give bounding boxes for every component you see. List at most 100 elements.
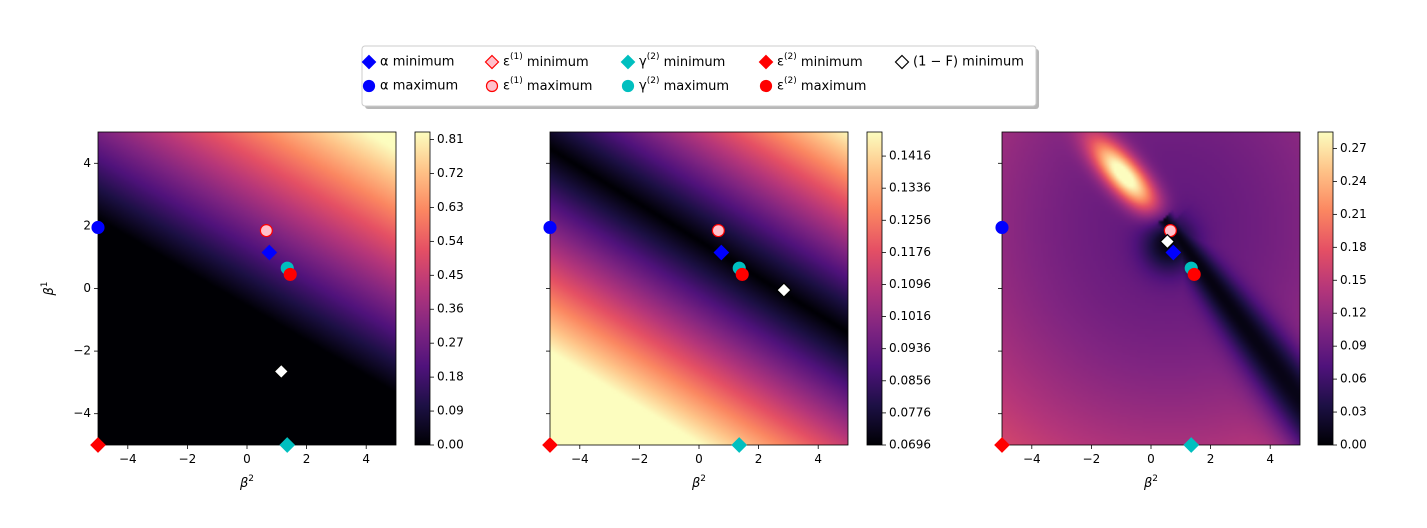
x-tick-label: −2	[179, 452, 197, 466]
legend-marker-eps1_min	[484, 54, 500, 70]
legend-label-eps2_min: ε(2) minimum	[777, 52, 863, 70]
x-tick-label: −4	[119, 452, 137, 466]
colorbar-tick-label: 0.0856	[889, 373, 931, 387]
colorbar-tick-label: 0.18	[437, 370, 464, 384]
colorbar-gradient	[414, 131, 431, 446]
point-eps2_max	[1187, 267, 1201, 281]
colorbar-tick-label: 0.27	[437, 336, 464, 350]
legend-entry-alpha_min: α minimum	[361, 55, 454, 70]
legend-entry-eps1_min: ε(1) minimum	[484, 52, 589, 70]
legend-marker-alpha_max	[362, 79, 376, 93]
colorbar-tick-label: 0.63	[437, 200, 464, 214]
point-eps2_min	[994, 437, 1010, 453]
x-tick-label: −4	[1023, 452, 1041, 466]
legend-entry-oneminusF_min: (1 − F) minimum	[894, 54, 1024, 70]
x-tick-label: −4	[571, 452, 589, 466]
colorbar-tick-label: 0.1336	[889, 181, 931, 195]
heatmap-image	[98, 132, 396, 445]
colorbar-tick-label: 0.1176	[889, 245, 931, 259]
colorbar-tick-label: 0.54	[437, 234, 464, 248]
colorbar-2: 0.0696 0.0776 0.0856 0.0936 0.1016 0.1096 0.11…	[866, 131, 931, 452]
legend-label-eps1_min: ε(1) minimum	[503, 52, 589, 70]
colorbar-1: 0.00 0.09 0.18 0.27 0.36 0.45 0.54 0.63 0.72 0.81	[414, 131, 464, 452]
colorbar-gradient	[1317, 131, 1334, 446]
legend-marker-gamma2_max	[621, 79, 635, 93]
colorbar-tick-label: 0.15	[1340, 273, 1367, 287]
point-gamma2_min	[731, 437, 748, 453]
x-tick-label: 4	[814, 452, 822, 466]
colorbar-tick-label: 0.72	[437, 166, 464, 180]
legend-frame	[361, 45, 1037, 107]
legend-entry-eps1_max: ε(1) maximum	[485, 76, 592, 94]
colorbar-tick-label: 0.45	[437, 268, 464, 282]
x-tick-label: 0	[695, 452, 703, 466]
legend-marker-eps1_max	[485, 79, 499, 93]
x-tick-label: −2	[631, 452, 649, 466]
x-tick-label: 2	[1207, 452, 1215, 466]
x-tick-label: 4	[1266, 452, 1274, 466]
legend-entry-gamma2_min: γ(2) minimum	[620, 52, 725, 70]
colorbar-tick-label: 0.09	[437, 404, 464, 418]
point-eps1_max	[259, 224, 273, 238]
point-eps1_max	[1163, 224, 1177, 238]
legend-marker-gamma2_min	[620, 54, 636, 70]
colorbar-tick-label: 0.1416	[889, 149, 931, 163]
colorbar-tick-label: 0.09	[1340, 339, 1367, 353]
point-alpha_max	[543, 220, 557, 235]
colorbar-tick-label: 0.0776	[889, 405, 931, 419]
legend-entry-gamma2_max: γ(2) maximum	[621, 76, 729, 94]
point-alpha_max	[91, 220, 105, 235]
x-tick-label: 2	[755, 452, 763, 466]
colorbar-tick-label: 0.0936	[889, 341, 931, 355]
colorbar-tick-label: 0.1096	[889, 277, 931, 291]
colorbar-tick-label: 0.00	[1340, 438, 1367, 452]
point-eps2_max	[283, 267, 297, 281]
point-oneminusF_min	[1159, 233, 1176, 250]
legend-label-alpha_max: α maximum	[380, 79, 458, 94]
legend-entry-eps2_min: ε(2) minimum	[758, 52, 863, 70]
colorbar-tick-label: 0.06	[1340, 372, 1367, 386]
colorbar-tick-label: 0.03	[1340, 405, 1367, 419]
colorbar-tick-label: 0.18	[1340, 240, 1367, 254]
legend-entry-eps2_max: ε(2) maximum	[759, 76, 866, 94]
point-alpha_min	[1165, 244, 1182, 261]
x-tick-label: 2	[303, 452, 311, 466]
colorbar-tick-label: 0.12	[1340, 306, 1367, 320]
x-tick-label: 0	[243, 452, 251, 466]
legend: α minimum α maximum ε(1) minimum ε(1) maxim…	[361, 45, 1039, 109]
y-tick-label: −2	[73, 344, 91, 358]
legend-entry-alpha_max: α maximum	[362, 79, 458, 94]
point-alpha_min	[713, 244, 730, 261]
legend-label-eps1_max: ε(1) maximum	[503, 76, 592, 94]
point-gamma2_min	[279, 437, 296, 453]
point-alpha_min	[261, 244, 278, 261]
legend-marker-eps2_max	[759, 79, 773, 93]
colorbar-tick-label: 0.36	[437, 302, 464, 316]
y-tick-label: 0	[83, 281, 91, 295]
legend-label-eps2_max: ε(2) maximum	[777, 76, 866, 94]
colorbar-tick-label: 0.1016	[889, 309, 931, 323]
heatmap-panel-3: −4 −2 0 2 4 β2 0.00 0.03 0.06 0.09 0.12 0.15 0.18 0.2…	[994, 131, 1367, 491]
colorbar-tick-label: 0.27	[1340, 141, 1367, 155]
x-axis-label: β2	[239, 474, 254, 491]
colorbar-tick-label: 0.21	[1340, 207, 1367, 221]
heatmap-panel-2: −4 −2 0 2 4β20.06960.07760.08560.09360.10160…	[542, 131, 931, 491]
x-tick-label: −2	[1083, 452, 1101, 466]
legend-label-oneminusF_min: (1 − F) minimum	[913, 55, 1024, 70]
y-tick-label: 2	[83, 218, 91, 232]
panels: −4 −2 0 2 4−4−2024β2β10.000.090.180.270.360.…	[40, 131, 1367, 491]
colorbar-gradient	[866, 131, 883, 446]
colorbar-tick-label: 0.81	[437, 132, 464, 146]
legend-label-alpha_min: α minimum	[380, 55, 454, 70]
y-axis-label: β1	[40, 281, 57, 296]
heatmap-image	[550, 132, 848, 445]
point-oneminusF_min	[273, 363, 290, 380]
colorbar-3: 0.00 0.03 0.06 0.09 0.12 0.15 0.18 0.21 0.24 0.27	[1317, 131, 1367, 452]
legend-label-gamma2_max: γ(2) maximum	[639, 76, 729, 94]
heatmap-image	[1002, 132, 1300, 445]
colorbar-tick-label: 0.1256	[889, 213, 931, 227]
legend-marker-oneminusF_min	[894, 54, 910, 70]
point-gamma2_min	[1183, 437, 1200, 453]
colorbar-tick-label: 0.00	[437, 438, 464, 452]
